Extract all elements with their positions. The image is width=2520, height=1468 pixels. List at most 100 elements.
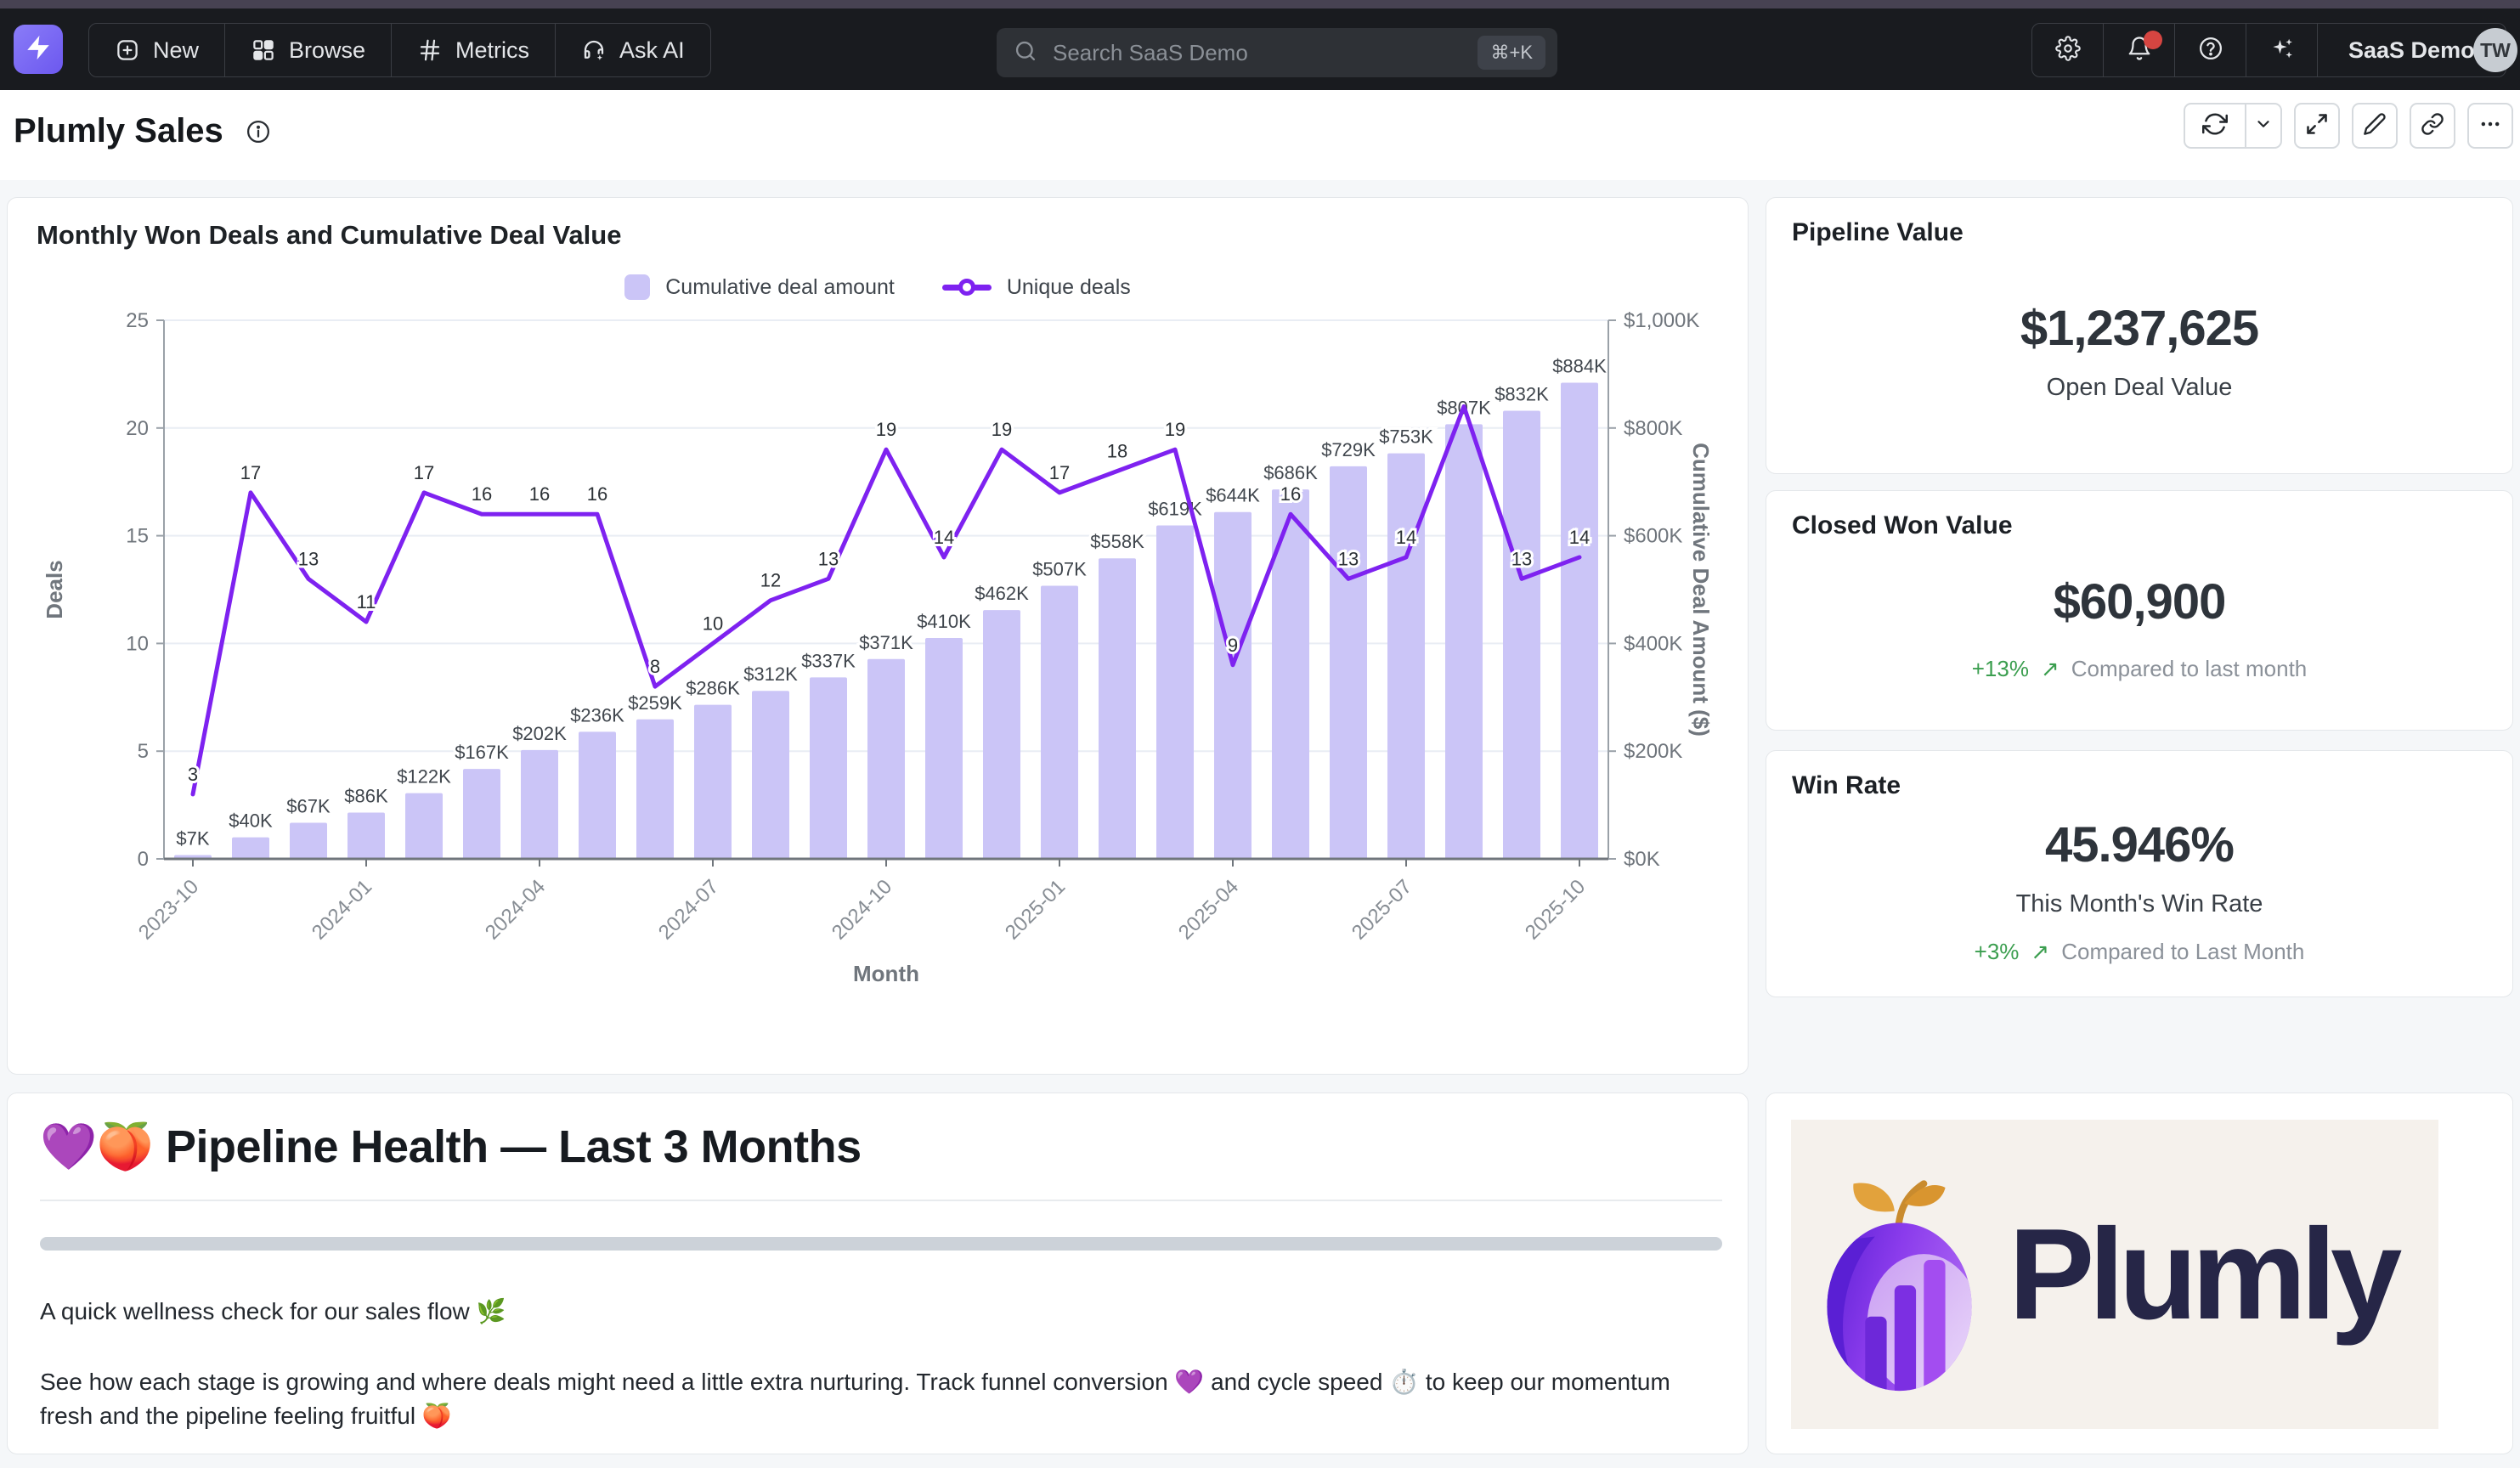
refresh-options-button[interactable]	[2245, 104, 2280, 147]
combo-chart[interactable]: $7K $40K $67K $86K $122K$167K$202K$236K$259K…	[37, 308, 1717, 993]
bar[interactable]	[463, 769, 500, 859]
bar[interactable]	[1214, 511, 1252, 859]
app-logo[interactable]	[14, 25, 63, 74]
browse-button[interactable]: Browse	[225, 24, 393, 76]
svg-text:$462K: $462K	[975, 583, 1029, 604]
svg-text:10: 10	[703, 613, 723, 634]
svg-text:13: 13	[818, 548, 839, 569]
line-legend-label[interactable]: Unique deals	[1006, 274, 1131, 299]
bar[interactable]	[232, 837, 269, 859]
svg-text:19: 19	[1165, 419, 1185, 440]
kpi-title: Pipeline Value	[1792, 218, 1963, 246]
new-button[interactable]: New	[89, 24, 226, 76]
markdown-paragraph: A quick wellness check for our sales flo…	[40, 1298, 506, 1324]
svg-text:$67K: $67K	[286, 796, 331, 817]
org-name: SaaS Demo	[2348, 37, 2475, 63]
svg-text:$753K: $753K	[1379, 426, 1433, 448]
bar[interactable]	[1272, 489, 1309, 859]
user-avatar[interactable]: TW	[2473, 28, 2517, 72]
bar[interactable]	[347, 812, 385, 859]
svg-text:$259K: $259K	[628, 692, 682, 714]
markdown-heading: 💜🍑 Pipeline Health — Last 3 Months	[40, 1121, 862, 1172]
svg-text:2025-01: 2025-01	[1001, 875, 1070, 944]
svg-text:17: 17	[1049, 462, 1070, 483]
svg-text:13: 13	[298, 548, 319, 569]
settings-button[interactable]	[2032, 24, 2104, 76]
bar[interactable]	[983, 610, 1020, 859]
bar[interactable]	[521, 749, 558, 859]
refresh-button[interactable]	[2185, 104, 2245, 147]
kpi-subtitle: This Month's Win Rate	[2015, 890, 2263, 918]
svg-text:13: 13	[1511, 548, 1532, 569]
line-legend-dot	[958, 279, 975, 296]
bar[interactable]	[579, 731, 616, 859]
ask-ai-button[interactable]: Ask AI	[556, 24, 710, 76]
line-series[interactable]	[190, 404, 1582, 797]
bar[interactable]	[867, 658, 905, 859]
search-shortcut-badge: ⌘+K	[1478, 36, 1545, 70]
svg-text:$686K: $686K	[1263, 462, 1318, 483]
pencil-icon	[2363, 112, 2387, 140]
svg-text:3: 3	[188, 764, 198, 785]
line-legend-marker[interactable]	[941, 279, 992, 296]
metrics-button[interactable]: Metrics	[392, 24, 557, 76]
search-input[interactable]	[1051, 38, 1465, 67]
plumly-logo-image: Plumly	[1791, 1120, 2438, 1429]
bar-legend-swatch[interactable]	[624, 274, 651, 300]
bar[interactable]	[290, 822, 327, 859]
bar-legend-label[interactable]: Cumulative deal amount	[665, 274, 895, 299]
svg-text:$371K: $371K	[859, 632, 913, 653]
notifications-button[interactable]	[2104, 24, 2175, 76]
svg-text:2025-10: 2025-10	[1521, 875, 1590, 944]
bar[interactable]	[752, 691, 789, 859]
right-axis-title: Cumulative Deal Amount ($)	[1688, 443, 1714, 737]
sparkles-icon	[2269, 36, 2295, 65]
refresh-split-button	[2184, 103, 2282, 149]
bar[interactable]	[810, 677, 847, 859]
line-value-labels: 3 17 13 11 17 16 16 16 8 10 12 13 19 14 19 17 18 19 9 16 13 1…	[185, 416, 1592, 788]
new-button-label: New	[153, 37, 200, 63]
svg-text:$40K: $40K	[229, 810, 273, 832]
fullscreen-button[interactable]	[2294, 103, 2340, 149]
ai-sparkles-button[interactable]	[2246, 24, 2318, 76]
bar[interactable]	[405, 793, 443, 859]
avatar-initials: TW	[2480, 38, 2511, 61]
svg-text:2024-01: 2024-01	[308, 875, 376, 944]
bar[interactable]	[1330, 466, 1367, 859]
bar[interactable]	[1503, 410, 1540, 860]
bar[interactable]	[1561, 382, 1598, 859]
more-options-button[interactable]	[2467, 103, 2513, 149]
info-icon[interactable]	[246, 119, 271, 144]
chart-tile: Monthly Won Deals and Cumulative Deal Va…	[7, 197, 1749, 1075]
svg-text:2025-07: 2025-07	[1348, 875, 1416, 944]
metrics-button-label: Metrics	[455, 37, 530, 63]
svg-text:5: 5	[138, 740, 149, 763]
bar-series[interactable]	[174, 382, 1598, 860]
svg-text:10: 10	[126, 632, 149, 655]
bar[interactable]	[694, 704, 732, 859]
bar[interactable]	[1099, 558, 1136, 859]
bar[interactable]	[925, 638, 963, 859]
kpi-tile-pipeline-value: Pipeline Value $1,237,625 Open Deal Valu…	[1766, 197, 2513, 474]
svg-text:2024-07: 2024-07	[654, 875, 723, 944]
bar[interactable]	[1445, 424, 1483, 859]
org-switcher[interactable]: SaaS Demo	[2318, 24, 2506, 76]
global-search[interactable]: ⌘+K	[997, 28, 1557, 77]
bar[interactable]	[636, 719, 674, 859]
share-link-button[interactable]	[2410, 103, 2455, 149]
bar[interactable]	[1156, 525, 1194, 859]
svg-text:$600K: $600K	[1624, 525, 1682, 548]
notification-badge	[2144, 31, 2162, 49]
svg-text:$167K: $167K	[455, 742, 509, 763]
refresh-icon	[2202, 111, 2228, 141]
svg-text:$86K: $86K	[344, 785, 388, 806]
help-button[interactable]	[2175, 24, 2246, 76]
svg-text:$1,000K: $1,000K	[1624, 309, 1699, 332]
svg-text:8: 8	[650, 656, 660, 677]
svg-text:$884K: $884K	[1552, 356, 1607, 377]
edit-button[interactable]	[2352, 103, 2398, 149]
markdown-tile: 💜🍑 Pipeline Health — Last 3 Months A qui…	[7, 1093, 1749, 1454]
bar[interactable]	[1387, 453, 1425, 859]
kpi-compare-label: Compared to last month	[2071, 655, 2308, 681]
bar[interactable]	[1041, 585, 1078, 859]
